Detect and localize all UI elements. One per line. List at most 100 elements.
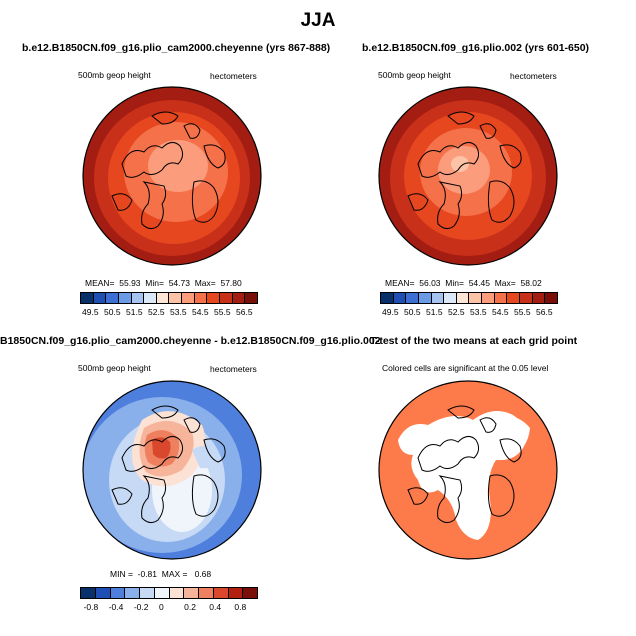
- colorbar-swatch: [144, 293, 157, 303]
- coastline: [111, 487, 133, 505]
- colorbar-tick-label: 52.5: [148, 307, 165, 317]
- colorbar-swatch: [110, 588, 126, 598]
- coastline: [447, 405, 475, 419]
- colorbar-swatch: [418, 293, 432, 303]
- coastline: [151, 111, 179, 125]
- coastline: [141, 475, 167, 524]
- colorbar-swatch: [243, 588, 257, 598]
- panel1-variable-label: 500mb geop height: [78, 70, 151, 80]
- colorbar-swatch: [199, 588, 214, 598]
- coastline: [417, 436, 480, 472]
- colorbar-swatch: [118, 293, 132, 303]
- coastline: [121, 436, 184, 472]
- colorbar-tick-label: 49.5: [82, 307, 99, 317]
- panel2-polar-map: [378, 86, 558, 266]
- colorbar-swatch: [469, 293, 483, 303]
- colorbar-swatch: [393, 293, 407, 303]
- colorbar-swatch: [131, 293, 145, 303]
- panel1-title: b.e12.B1850CN.f09_g16.plio_cam2000.cheye…: [22, 42, 331, 54]
- panel2-units-label: hectometers: [510, 71, 557, 81]
- panel4-title: T-test of the two means at each grid poi…: [370, 335, 578, 347]
- colorbar-tick-label: 51.5: [426, 307, 443, 317]
- panel2-title: b.e12.B1850CN.f09_g16.plio.002 (yrs 601-…: [362, 42, 590, 54]
- colorbar-swatch: [431, 293, 445, 303]
- colorbar-swatch: [406, 293, 419, 303]
- coastline: [191, 180, 219, 223]
- coastline: [183, 123, 201, 139]
- colorbar-swatch: [520, 293, 533, 303]
- colorbar-swatch: [507, 293, 521, 303]
- panel2-variable-label: 500mb geop height: [378, 70, 451, 80]
- panel3-polar-map: [82, 380, 262, 560]
- panel1-polar-map: [82, 86, 262, 266]
- panel3-colorbar: [80, 587, 258, 599]
- coastline: [151, 405, 179, 419]
- colorbar-swatch: [93, 293, 107, 303]
- panel1-mean: MEAN= 55.93 Min= 54.73 Max= 57.80: [85, 278, 242, 288]
- colorbar-swatch: [95, 588, 111, 598]
- colorbar-swatch: [220, 293, 233, 303]
- colorbar-swatch: [494, 293, 508, 303]
- coastline: [407, 487, 429, 505]
- colorbar-swatch: [184, 588, 199, 598]
- colorbar-swatch: [381, 293, 394, 303]
- colorbar-swatch: [169, 588, 185, 598]
- colorbar-tick-label: 49.5: [382, 307, 399, 317]
- colorbar-swatch: [232, 293, 246, 303]
- panel2-mean: MEAN= 56.03 Min= 54.45 Max= 58.02: [385, 278, 542, 288]
- colorbar-swatch: [156, 293, 170, 303]
- coastline: [479, 123, 497, 139]
- coastline: [499, 438, 522, 463]
- colorbar-swatch: [154, 588, 170, 598]
- coastline: [479, 417, 497, 433]
- colorbar-swatch: [106, 293, 119, 303]
- panel4-note: Colored cells are significant at the 0.0…: [382, 363, 549, 373]
- colorbar-swatch: [482, 293, 495, 303]
- colorbar-tick-label: 56.5: [236, 307, 253, 317]
- coastline: [487, 474, 515, 517]
- panel2-colorbar: [380, 292, 558, 304]
- colorbar-swatch: [194, 293, 208, 303]
- colorbar-tick-label: 0.8: [234, 602, 247, 612]
- colorbar-tick-label: 55.5: [514, 307, 531, 317]
- colorbar-swatch: [228, 588, 244, 598]
- colorbar-tick-label: -0.2: [133, 602, 149, 612]
- colorbar-swatch: [444, 293, 457, 303]
- colorbar-tick-label: 0.2: [184, 602, 196, 612]
- coastline: [203, 144, 226, 169]
- colorbar-swatch: [545, 293, 557, 303]
- colorbar-tick-label: 50.5: [104, 307, 121, 317]
- coastline: [487, 180, 515, 223]
- coastline: [111, 193, 133, 211]
- colorbar-tick-label: 56.5: [536, 307, 553, 317]
- coastline: [141, 181, 167, 230]
- colorbar-swatch: [81, 588, 96, 598]
- colorbar-tick-label: 53.5: [170, 307, 187, 317]
- colorbar-tick-label: 54.5: [492, 307, 509, 317]
- colorbar-tick-label: 52.5: [448, 307, 465, 317]
- panel3-title: B1850CN.f09_g16.plio_cam2000.cheyenne - …: [0, 335, 381, 347]
- colorbar-tick-label: 50.5: [404, 307, 421, 317]
- colorbar-swatch: [207, 293, 221, 303]
- coastline: [437, 475, 463, 524]
- coastline: [183, 417, 201, 433]
- colorbar-swatch: [81, 293, 94, 303]
- panel1-units-label: hectometers: [210, 71, 257, 81]
- coastline: [417, 142, 480, 178]
- coastline: [437, 181, 463, 230]
- colorbar-tick-label: 0: [159, 602, 164, 612]
- coastline: [191, 474, 219, 517]
- panel1-colorbar: [80, 292, 258, 304]
- colorbar-tick-label: 51.5: [126, 307, 143, 317]
- figure-title: JJA: [300, 10, 336, 31]
- colorbar-tick-label: 54.5: [192, 307, 209, 317]
- coastline: [499, 144, 522, 169]
- colorbar-tick-label: 55.5: [214, 307, 231, 317]
- coastline: [407, 193, 429, 211]
- coastline: [447, 111, 475, 125]
- panel3-units-label: hectometers: [210, 364, 257, 374]
- colorbar-tick-label: -0.8: [83, 602, 99, 612]
- panel4-polar-map: [378, 380, 558, 560]
- colorbar-tick-label: 53.5: [470, 307, 487, 317]
